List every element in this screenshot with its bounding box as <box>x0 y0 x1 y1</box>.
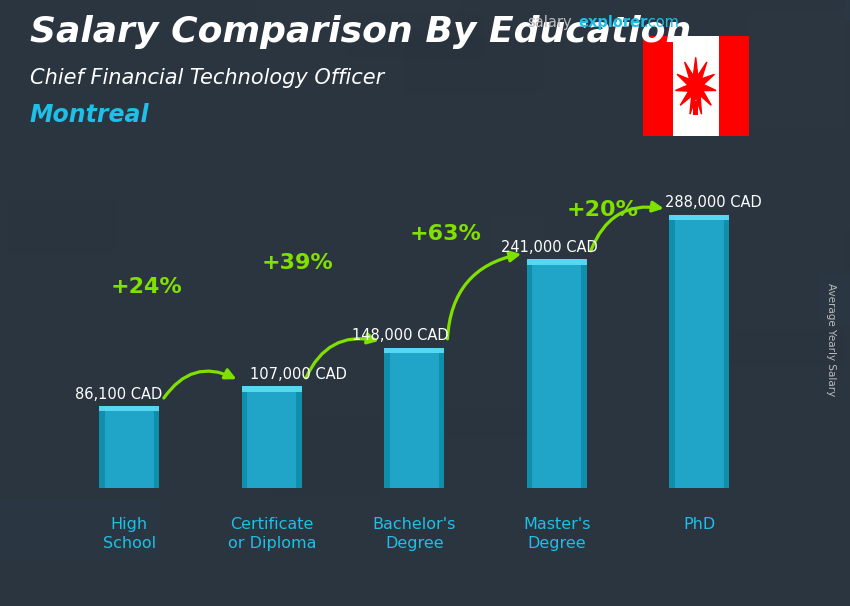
Bar <box>242 387 302 488</box>
Bar <box>559 158 655 259</box>
Bar <box>724 215 729 488</box>
Bar <box>570 323 688 438</box>
Text: +24%: +24% <box>110 276 183 296</box>
Bar <box>406 411 485 496</box>
Bar <box>536 345 748 407</box>
Text: 241,000 CAD: 241,000 CAD <box>502 240 598 255</box>
Text: 107,000 CAD: 107,000 CAD <box>251 367 348 382</box>
Text: High
School: High School <box>103 518 156 551</box>
Bar <box>252 0 326 106</box>
Text: Average Yearly Salary: Average Yearly Salary <box>826 283 836 396</box>
Bar <box>535 0 711 41</box>
Bar <box>527 259 586 488</box>
Text: Chief Financial Technology Officer: Chief Financial Technology Officer <box>30 68 384 88</box>
Bar <box>297 387 302 488</box>
Bar <box>384 347 390 488</box>
Bar <box>157 118 290 209</box>
Bar <box>411 93 527 164</box>
Bar <box>228 267 354 334</box>
Bar <box>99 406 159 488</box>
Text: Salary Comparison By Education: Salary Comparison By Education <box>30 15 691 49</box>
Text: Bachelor's
Degree: Bachelor's Degree <box>372 518 456 551</box>
Bar <box>384 347 445 353</box>
Bar <box>439 347 445 488</box>
Bar <box>242 387 247 488</box>
Bar <box>384 347 445 488</box>
Bar <box>598 250 660 308</box>
Bar <box>1 427 99 491</box>
Text: 288,000 CAD: 288,000 CAD <box>666 195 762 210</box>
Text: PhD: PhD <box>683 518 716 532</box>
Bar <box>643 36 672 136</box>
Bar <box>99 406 105 488</box>
Text: +39%: +39% <box>262 253 333 273</box>
Bar <box>242 387 302 391</box>
Bar <box>123 274 180 348</box>
Bar <box>501 139 609 190</box>
Bar <box>99 406 159 411</box>
Text: +20%: +20% <box>566 200 638 220</box>
Bar <box>527 259 586 265</box>
Bar <box>670 215 675 488</box>
Text: .com: .com <box>643 15 679 30</box>
Bar <box>694 101 698 115</box>
Bar <box>719 36 749 136</box>
Polygon shape <box>676 58 716 114</box>
Bar <box>220 379 370 483</box>
Bar <box>290 23 489 82</box>
Text: Montreal: Montreal <box>30 103 150 127</box>
Bar <box>154 406 159 488</box>
Bar <box>744 0 850 81</box>
Bar <box>343 389 477 509</box>
Bar <box>339 129 449 220</box>
Bar <box>670 215 729 220</box>
Text: 86,100 CAD: 86,100 CAD <box>75 387 162 402</box>
Bar <box>765 75 847 159</box>
Bar <box>808 139 850 200</box>
Text: Certificate
or Diploma: Certificate or Diploma <box>228 518 316 551</box>
Bar <box>670 215 729 488</box>
Bar <box>527 259 532 488</box>
Text: salary: salary <box>527 15 571 30</box>
Bar <box>581 259 586 488</box>
Text: 148,000 CAD: 148,000 CAD <box>352 328 449 343</box>
Text: +63%: +63% <box>410 224 482 244</box>
Text: explorer: explorer <box>578 15 648 30</box>
Text: Master's
Degree: Master's Degree <box>523 518 591 551</box>
